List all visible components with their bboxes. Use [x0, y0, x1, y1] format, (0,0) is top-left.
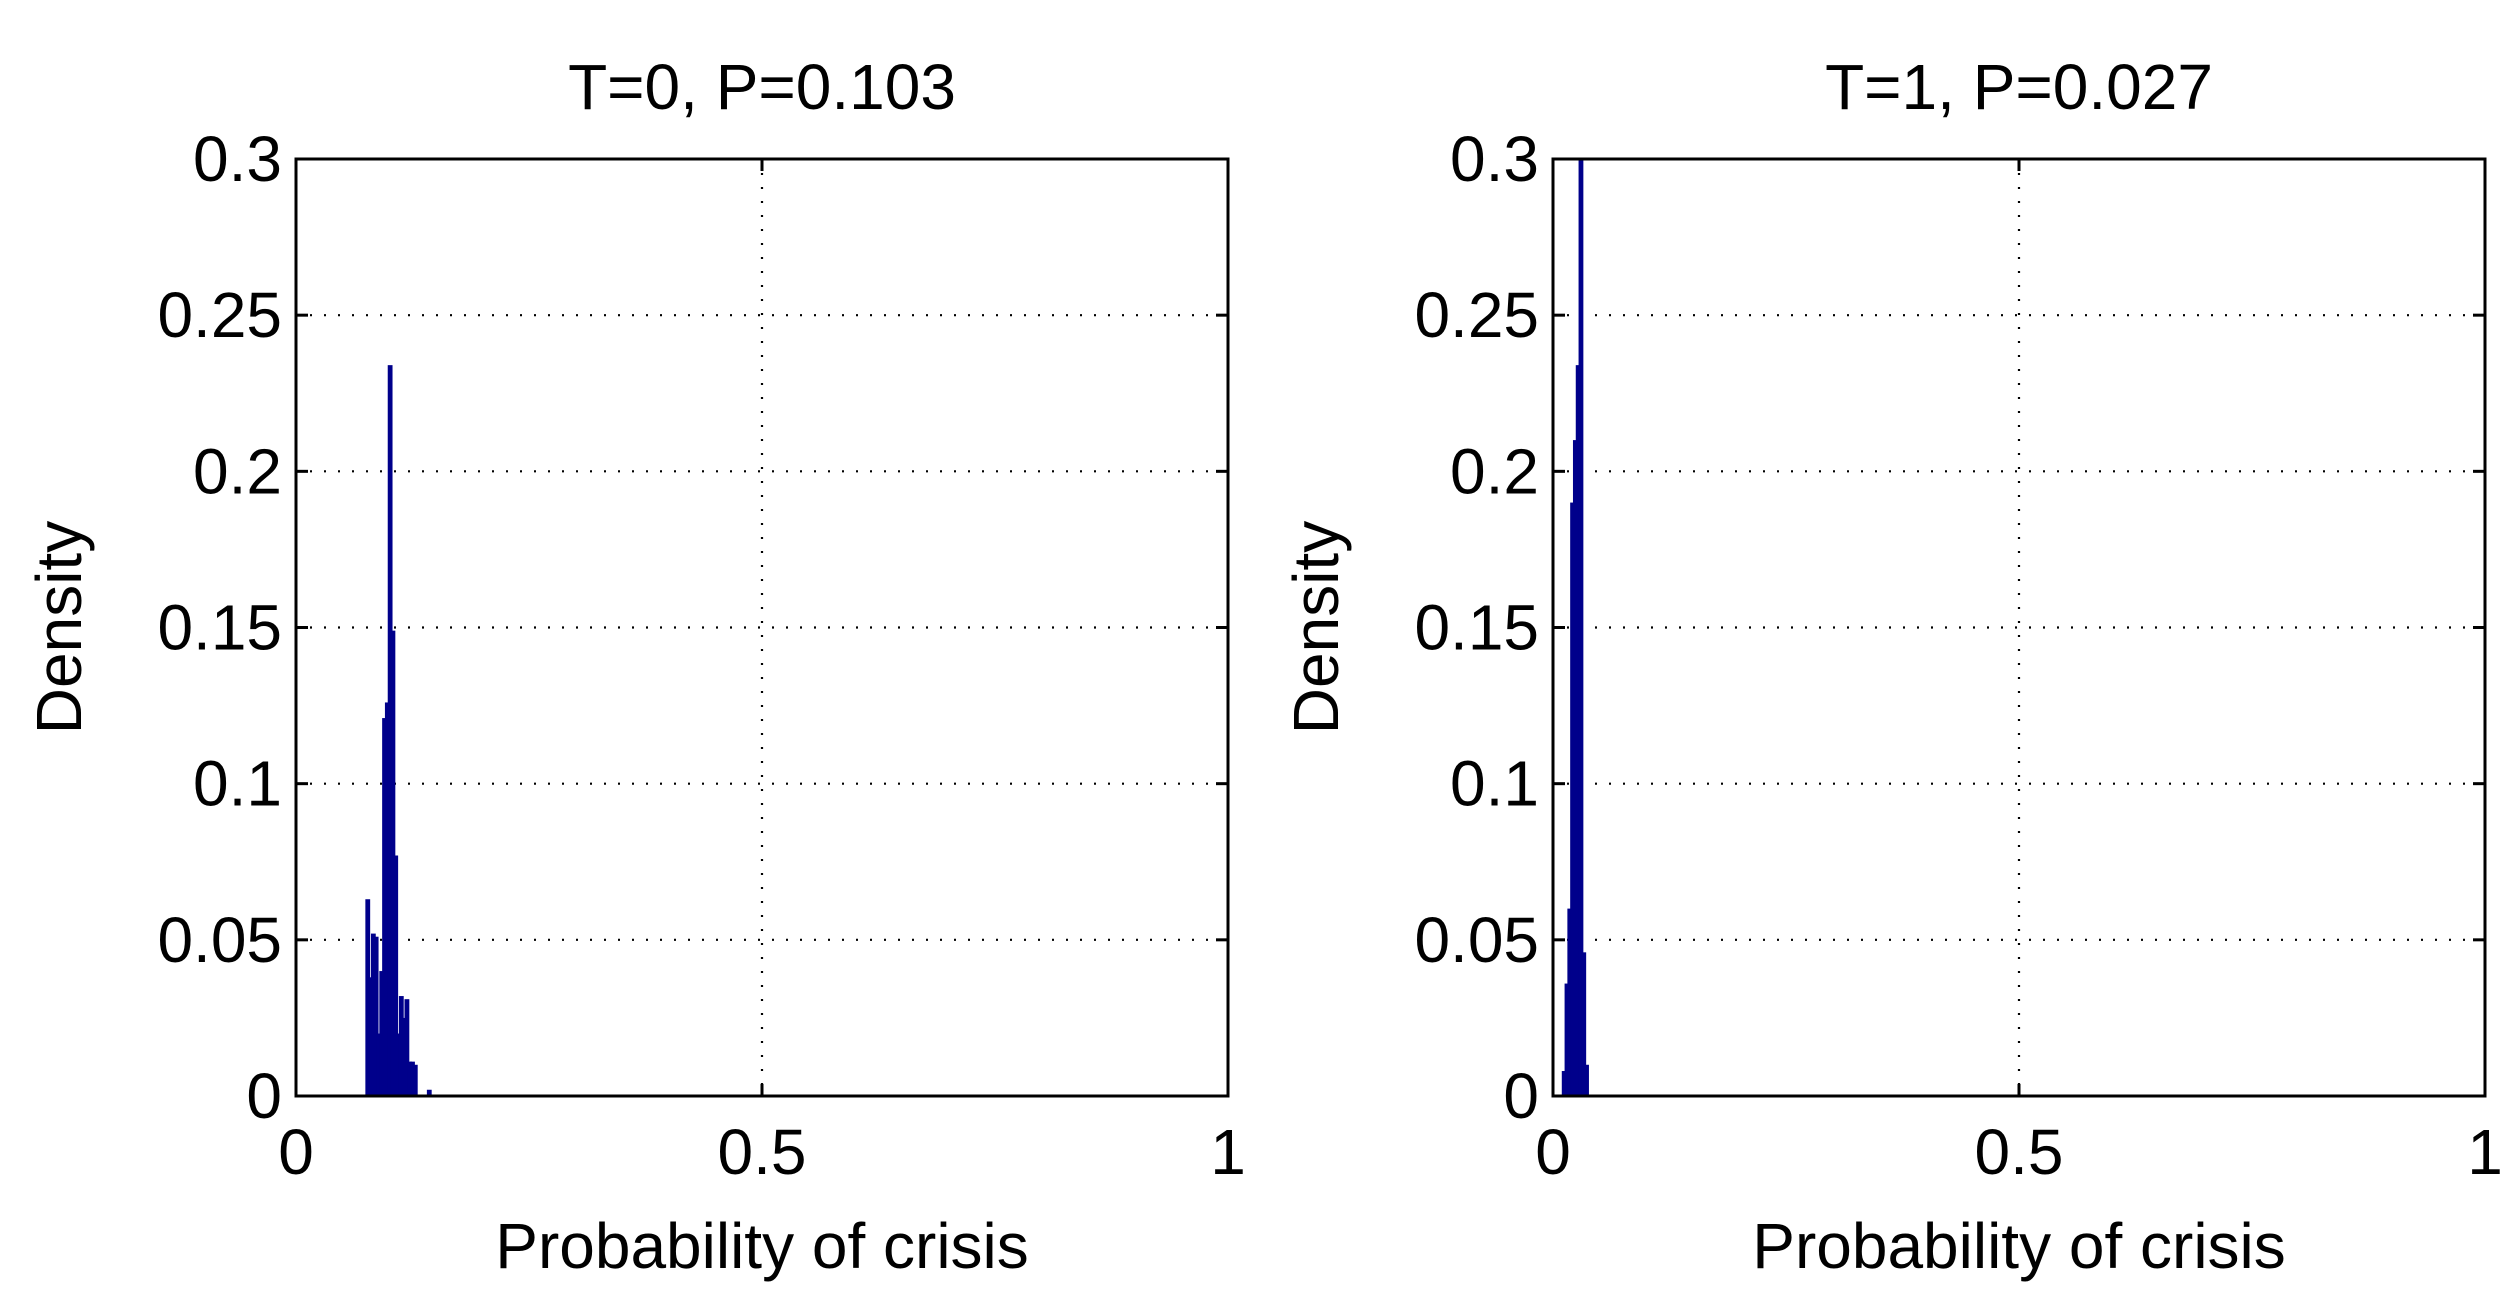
y-tick-label: 0.15 [157, 592, 282, 664]
histogram-bar [368, 977, 373, 1096]
x-tick-label: 0 [1535, 1116, 1571, 1188]
histogram-bar [1575, 365, 1581, 1096]
x-axis-label: Probability of crisis [495, 1210, 1029, 1282]
histogram-bar [370, 933, 376, 1096]
histogram-bar [404, 999, 410, 1096]
histogram-bar [1564, 983, 1570, 1096]
histogram-bar [379, 971, 385, 1096]
histogram-bar [382, 718, 387, 1096]
histogram-panel-t0: 0 0.05 0.1 0.15 0.2 0.25 0.3 0 0.5 1 T=0, P=0.103 P… [23, 51, 1246, 1282]
x-tick-label: 1 [1210, 1116, 1246, 1188]
histogram-bar [407, 1061, 413, 1096]
y-axis-label: Density [1280, 521, 1352, 734]
histogram-bar [365, 899, 371, 1096]
histogram-bar [410, 1061, 415, 1096]
histogram-bar [1572, 440, 1578, 1097]
histogram-panel-t1: 0 0.05 0.1 0.15 0.2 0.25 0.3 0 0.5 1 T=1, P=0.027 P… [1280, 51, 2503, 1282]
y-tick-label: 0 [246, 1060, 282, 1132]
histogram-bar [398, 996, 404, 1096]
histogram-bar [387, 365, 393, 1096]
histogram-bar [1578, 159, 1584, 1096]
y-tick-label: 0.1 [1450, 748, 1539, 820]
histogram-bar [376, 1033, 382, 1096]
y-axis-label: Density [23, 521, 95, 734]
y-tick-label: 0.1 [193, 748, 282, 820]
y-tick-label: 0.15 [1414, 592, 1539, 664]
histogram-bar [390, 630, 396, 1096]
histogram-bar [1584, 1064, 1589, 1096]
x-tick-label: 0.5 [718, 1116, 807, 1188]
y-tick-label: 0.05 [1414, 904, 1539, 976]
histogram-bar [1581, 952, 1587, 1096]
y-tick-label: 0.2 [193, 435, 282, 507]
histogram-bar [393, 855, 399, 1096]
histogram-bar [401, 1017, 407, 1096]
histogram-bar [412, 1064, 418, 1096]
histogram-bar [1561, 1071, 1567, 1096]
histogram-bar [384, 702, 390, 1096]
y-tick-label: 0.3 [1450, 123, 1539, 195]
histogram-bar [396, 1033, 401, 1096]
histogram-bar [373, 936, 379, 1096]
y-tick-label: 0.25 [157, 279, 282, 351]
chart-title: T=0, P=0.103 [568, 51, 956, 123]
x-tick-label: 0.5 [1975, 1116, 2064, 1188]
y-tick-label: 0.05 [157, 904, 282, 976]
x-axis-label: Probability of crisis [1752, 1210, 2286, 1282]
y-tick-label: 0.3 [193, 123, 282, 195]
histogram-bar [426, 1089, 432, 1096]
histogram-bar [1570, 502, 1575, 1097]
histogram-bar [1567, 908, 1573, 1096]
x-tick-label: 1 [2467, 1116, 2503, 1188]
x-tick-label: 0 [278, 1116, 314, 1188]
y-tick-label: 0 [1503, 1060, 1539, 1132]
y-tick-label: 0.2 [1450, 435, 1539, 507]
chart-title: T=1, P=0.027 [1825, 51, 2213, 123]
y-tick-label: 0.25 [1414, 279, 1539, 351]
